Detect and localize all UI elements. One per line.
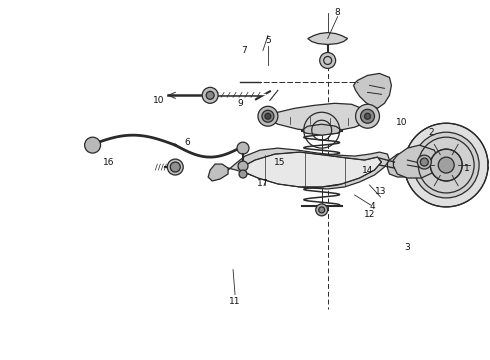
Circle shape [430, 149, 462, 181]
Polygon shape [354, 73, 392, 108]
Circle shape [206, 91, 214, 99]
Circle shape [202, 87, 218, 103]
Circle shape [417, 155, 431, 169]
Polygon shape [208, 164, 228, 181]
Text: 5: 5 [265, 36, 271, 45]
Text: 10: 10 [152, 96, 164, 105]
Circle shape [420, 158, 428, 166]
Text: 7: 7 [241, 46, 247, 55]
Circle shape [404, 123, 488, 207]
Circle shape [438, 157, 454, 173]
Polygon shape [238, 152, 382, 187]
Text: 16: 16 [103, 158, 114, 167]
Circle shape [318, 207, 325, 213]
Text: 13: 13 [375, 188, 386, 197]
Circle shape [258, 106, 278, 126]
Circle shape [356, 104, 379, 128]
Circle shape [167, 159, 183, 175]
Text: 3: 3 [405, 243, 410, 252]
Polygon shape [308, 32, 347, 45]
Polygon shape [388, 152, 417, 177]
Circle shape [171, 162, 180, 172]
Text: 11: 11 [229, 297, 241, 306]
Polygon shape [302, 124, 342, 135]
Circle shape [414, 132, 479, 198]
Text: 12: 12 [364, 210, 375, 219]
Text: 14: 14 [362, 166, 373, 175]
Text: 9: 9 [237, 99, 243, 108]
Circle shape [239, 170, 247, 178]
Circle shape [85, 137, 100, 153]
Polygon shape [228, 148, 390, 189]
Polygon shape [393, 145, 439, 178]
Text: 10: 10 [395, 118, 407, 127]
Text: 6: 6 [184, 138, 190, 147]
Text: 1: 1 [464, 163, 470, 172]
Circle shape [316, 204, 328, 216]
Circle shape [319, 53, 336, 68]
Text: 4: 4 [369, 202, 375, 211]
Circle shape [237, 142, 249, 154]
Circle shape [262, 110, 274, 122]
Text: 17: 17 [257, 180, 269, 189]
Circle shape [265, 113, 271, 119]
Text: 8: 8 [335, 8, 341, 17]
Circle shape [365, 113, 370, 119]
Text: 15: 15 [274, 158, 286, 167]
Circle shape [361, 109, 374, 123]
Circle shape [488, 155, 490, 175]
Polygon shape [265, 103, 369, 131]
Circle shape [238, 161, 248, 171]
Text: 2: 2 [428, 128, 434, 137]
